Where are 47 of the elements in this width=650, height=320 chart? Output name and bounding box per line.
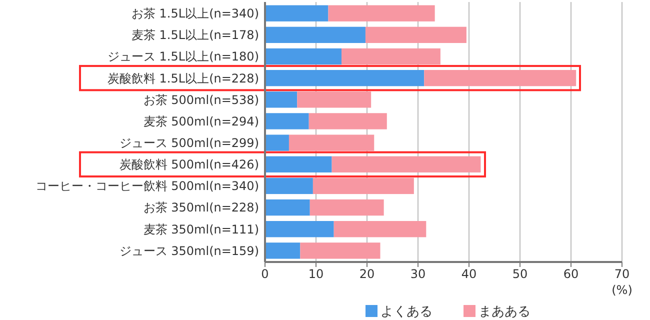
legend-label: まあある [478,304,530,320]
bar [300,242,380,259]
bar [265,199,310,216]
y-tick-label: ジュース 350ml(n=159) [119,244,259,258]
bar [310,199,384,216]
y-tick-label: ジュース 500ml(n=299) [119,136,259,150]
x-tick-label: 10 [308,267,324,281]
bar [297,92,372,108]
y-tick-label: お茶 1.5L以上(n=340) [131,6,259,21]
bar [334,221,426,238]
bar [424,70,576,86]
x-tick-label: 20 [359,267,375,281]
bar [312,178,414,194]
bar [365,26,466,43]
x-tick-label: 70 [614,267,630,281]
y-tick-label: お茶 350ml(n=228) [143,200,259,215]
y-tick-label: 炭酸飲料 500ml(n=426) [119,158,259,172]
bar [265,221,334,238]
y-tick-label: お茶 500ml(n=538) [143,92,259,107]
bar [332,156,481,172]
bar [265,70,424,86]
y-tick-label: 麦茶 1.5L以上(n=178) [131,28,259,42]
x-tick-label: 40 [461,267,477,281]
x-axis-title: (%) [612,283,632,297]
bar [265,5,328,22]
bar [328,5,435,22]
x-tick-label: 30 [410,267,426,281]
y-tick-label: コーヒー・コーヒー飲料 500ml(n=340) [35,179,259,194]
bar [288,134,374,151]
y-tick-label: 炭酸飲料 1.5L以上(n=228) [107,71,259,86]
bar [265,178,313,194]
x-tick-label: 60 [563,267,579,281]
y-tick-label: 麦茶 350ml(n=111) [143,222,259,236]
x-tick-label: 0 [261,267,269,281]
bar [265,113,309,130]
bar [265,134,289,151]
bar [265,156,332,172]
y-tick-label: 麦茶 500ml(n=294) [143,114,259,128]
legend-label: よくある [380,304,432,320]
bar [265,26,366,43]
bar [265,48,342,65]
y-tick-label: ジュース 1.5L以上(n=180) [107,50,259,64]
x-tick-label: 50 [512,267,528,281]
bar [308,113,387,130]
bar [342,48,440,65]
bar [265,242,300,259]
bar [265,92,298,108]
